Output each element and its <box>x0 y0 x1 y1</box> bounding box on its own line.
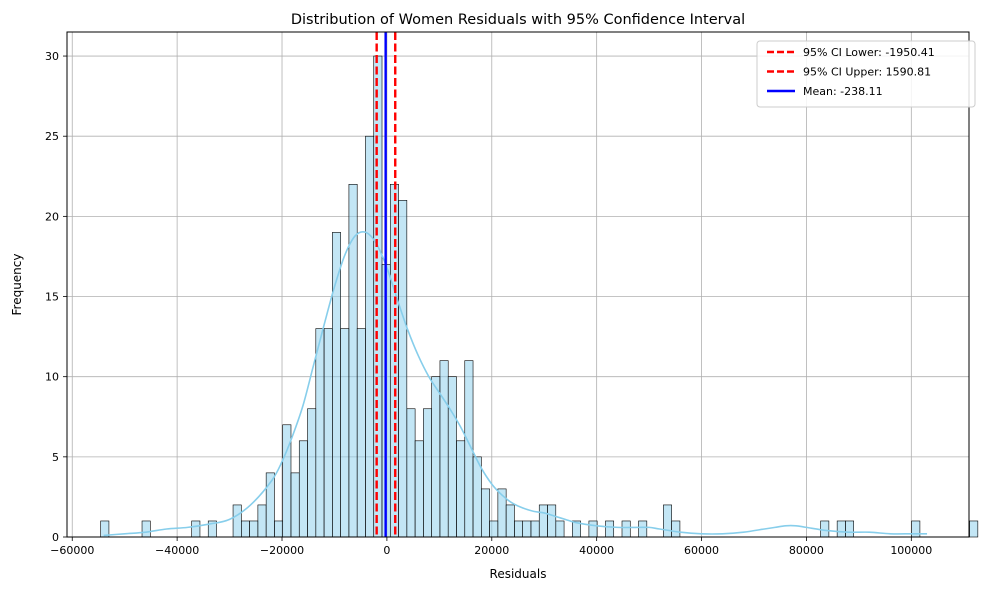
y-axis-ticks: 0 5 10 15 20 25 30 <box>45 50 67 544</box>
x-axis-ticks: −60000 −40000 −20000 0 20000 40000 60000 80000 1… <box>50 537 932 557</box>
legend-label-3: Mean: -238.11 <box>803 85 883 98</box>
histogram-bar <box>836 520 846 538</box>
histogram-bar <box>547 504 557 538</box>
plot-frame <box>66 31 970 538</box>
histogram-bar <box>505 504 515 538</box>
histogram-bar <box>241 520 250 538</box>
histogram-bar <box>356 328 366 538</box>
x-tick-label: −20000 <box>260 544 304 557</box>
x-tick-label: 0 <box>383 544 390 557</box>
histogram-bar <box>820 520 830 538</box>
histogram-bar <box>514 520 523 538</box>
x-tick-label: 80000 <box>789 544 824 557</box>
histogram-bar <box>398 200 408 538</box>
x-tick-label: 40000 <box>579 544 614 557</box>
x-tick-label: 20000 <box>474 544 509 557</box>
histogram-bar <box>340 328 350 538</box>
x-tick-label: −60000 <box>50 544 94 557</box>
x-tick-label: 100000 <box>890 544 932 557</box>
histogram-bar <box>969 520 979 538</box>
y-tick-label: 0 <box>52 531 59 544</box>
chart-title: Distribution of Women Residuals with 95%… <box>291 12 745 28</box>
x-tick-label: 60000 <box>684 544 719 557</box>
histogram-bar <box>298 440 308 538</box>
histogram-bar <box>555 520 565 538</box>
histogram-bar <box>481 488 490 538</box>
histogram-bar <box>249 520 259 538</box>
histogram-bar <box>257 504 267 538</box>
histogram-bar <box>663 504 672 538</box>
reference-lines <box>375 32 397 537</box>
kde-curve <box>103 231 928 537</box>
legend-label-2: 95% CI Upper: 1590.81 <box>803 66 931 79</box>
histogram-bar <box>845 520 855 538</box>
histogram-bar <box>274 520 284 538</box>
histogram-bar <box>307 408 317 538</box>
y-axis-label: Frequency <box>10 254 24 316</box>
histogram-bar <box>621 520 631 538</box>
histogram-bar <box>472 456 482 538</box>
legend-label-1: 95% CI Lower: -1950.41 <box>803 46 935 59</box>
histogram-bar <box>191 520 201 538</box>
histogram-bar <box>489 520 499 538</box>
histogram-bar <box>414 440 424 538</box>
histogram-bar <box>638 520 648 538</box>
histogram-bar <box>671 520 681 538</box>
histogram-bar <box>315 328 325 538</box>
histogram-bar <box>290 472 300 538</box>
x-axis-label: Residuals <box>490 567 547 581</box>
y-tick-label: 15 <box>45 291 59 304</box>
histogram-bar <box>522 520 532 538</box>
legend-box <box>756 40 976 108</box>
histogram-bar <box>447 376 457 538</box>
histogram-bar <box>323 328 333 538</box>
histogram-bar <box>538 504 548 538</box>
histogram-bar <box>373 55 383 538</box>
histogram-bar <box>406 408 416 538</box>
y-tick-label: 10 <box>45 371 59 384</box>
y-tick-label: 25 <box>45 130 59 143</box>
histogram-bar <box>348 184 358 538</box>
histogram-bar <box>605 520 615 538</box>
y-tick-label: 30 <box>45 50 59 63</box>
histogram-bar <box>431 376 441 538</box>
x-tick-label: −40000 <box>155 544 199 557</box>
histogram-bar <box>439 360 449 538</box>
histogram-bar <box>232 504 242 538</box>
histogram-bar <box>588 520 598 538</box>
histogram-bar <box>365 135 375 538</box>
y-tick-label: 20 <box>45 210 59 223</box>
histogram-bar <box>141 520 151 538</box>
histogram-bar <box>423 408 432 538</box>
histogram-bar <box>530 520 540 538</box>
legend: 95% CI Lower: -1950.41 95% CI Upper: 1590… <box>756 40 976 108</box>
y-tick-label: 5 <box>52 451 59 464</box>
kde-curve-group <box>103 231 928 537</box>
histogram-bar <box>456 440 466 538</box>
histogram-bar <box>911 520 921 538</box>
